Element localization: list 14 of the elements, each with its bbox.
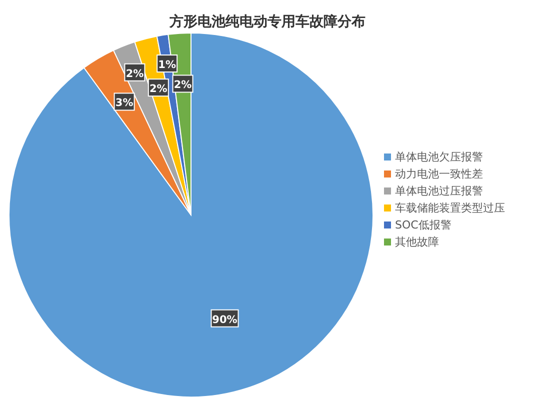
data-label: 90% [212,314,238,326]
data-label: 2% [174,79,192,92]
chart-title: 方形电池纯电动专用车故障分布 [168,13,366,30]
legend-label: 其他故障 [395,236,439,248]
legend-label: 动力电池一致性差 [395,168,483,180]
data-label: 2% [126,68,144,80]
legend-label: 单体电池过压报警 [395,184,483,198]
data-label: 3% [115,97,134,110]
data-label: 2% [150,83,168,96]
legend-label: 车载储能装置类型过压 [395,202,505,214]
data-label: 1% [158,59,176,71]
legend-label: 单体电池欠压报警 [395,150,483,164]
pie-slice [8,32,374,398]
legend-label: SOC低报警 [395,218,452,232]
